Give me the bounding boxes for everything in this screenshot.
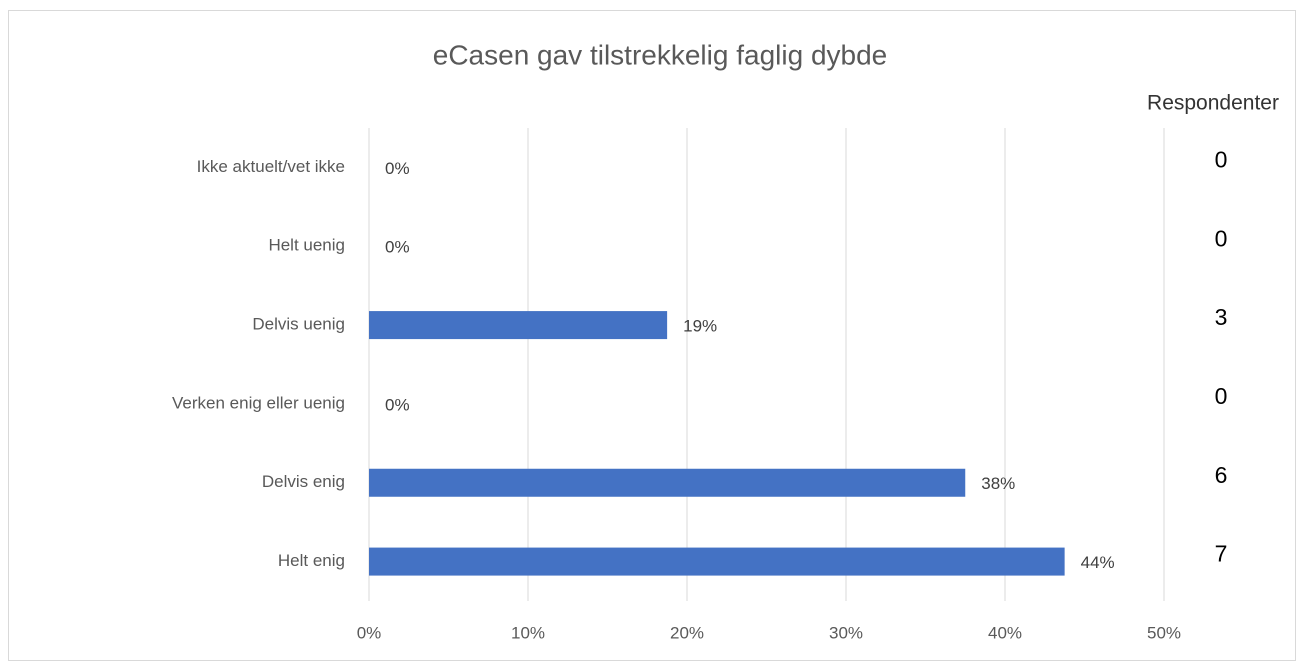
bar xyxy=(369,311,668,340)
x-tick-label: 40% xyxy=(988,623,1022,642)
x-tick-label: 30% xyxy=(829,623,863,642)
y-tick-label: Ikke aktuelt/vet ikke xyxy=(197,157,345,176)
y-tick-label: Delvis enig xyxy=(262,472,345,491)
data-label: 38% xyxy=(981,474,1015,493)
bar xyxy=(369,468,966,497)
y-tick-label: Helt uenig xyxy=(268,236,345,255)
respondent-count: 6 xyxy=(1215,462,1228,488)
respondent-count: 0 xyxy=(1215,146,1228,172)
data-label: 0% xyxy=(385,395,410,414)
data-label: 19% xyxy=(683,317,717,336)
respondent-count: 0 xyxy=(1215,225,1228,251)
respondent-count: 0 xyxy=(1215,383,1228,409)
respondent-count: 3 xyxy=(1215,304,1228,330)
data-label: 44% xyxy=(1081,553,1115,572)
respondents-title: Respondenter xyxy=(1147,92,1279,115)
respondent-count: 7 xyxy=(1215,541,1228,567)
data-label: 0% xyxy=(385,159,410,178)
x-tick-label: 20% xyxy=(670,623,704,642)
x-tick-label: 10% xyxy=(511,623,545,642)
x-tick-label: 0% xyxy=(357,623,382,642)
bar xyxy=(369,547,1065,576)
y-tick-label: Verken enig eller uenig xyxy=(172,393,345,412)
x-tick-label: 50% xyxy=(1147,623,1181,642)
data-label: 0% xyxy=(385,238,410,257)
chart-title: eCasen gav tilstrekkelig faglig dybde xyxy=(433,39,887,70)
y-tick-label: Delvis uenig xyxy=(252,315,345,334)
y-tick-label: Helt enig xyxy=(278,551,345,570)
